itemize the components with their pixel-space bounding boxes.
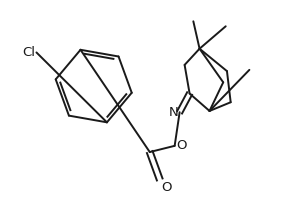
Text: N: N xyxy=(169,106,178,119)
Text: O: O xyxy=(161,181,172,194)
Text: Cl: Cl xyxy=(22,46,35,59)
Text: O: O xyxy=(176,139,186,152)
